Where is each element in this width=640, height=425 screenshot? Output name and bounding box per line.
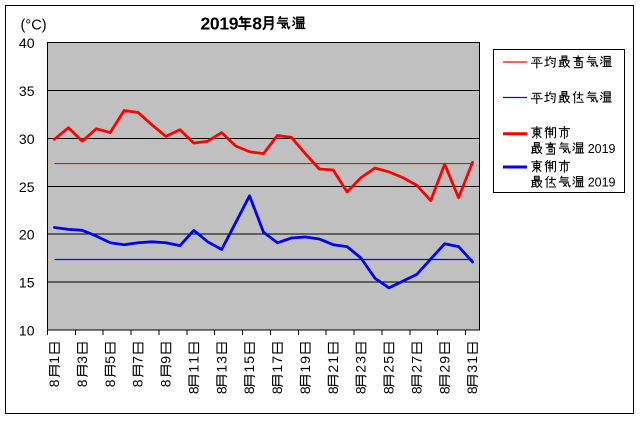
svg-text:8: 8 [102,379,118,387]
svg-text:15: 15 [19,275,35,291]
svg-text:3: 3 [464,365,480,373]
svg-text:9: 9 [158,356,174,364]
svg-text:8: 8 [464,386,480,394]
svg-text:2: 2 [353,365,369,373]
svg-text:8: 8 [252,14,262,34]
svg-text:1: 1 [269,365,285,373]
svg-text:8: 8 [213,386,229,394]
svg-text:2019: 2019 [201,14,239,34]
svg-text:2019: 2019 [588,142,616,156]
svg-text:8: 8 [353,386,369,394]
svg-text:5: 5 [381,356,397,364]
svg-text:8: 8 [297,386,313,394]
svg-text:3: 3 [353,356,369,364]
svg-text:1: 1 [297,365,313,373]
svg-text:8: 8 [408,386,424,394]
svg-text:30: 30 [19,131,35,147]
svg-text:9: 9 [436,356,452,364]
svg-text:40: 40 [19,35,35,51]
svg-text:5: 5 [241,356,257,364]
svg-text:2: 2 [408,365,424,373]
svg-text:1: 1 [213,365,229,373]
svg-text:2019: 2019 [588,176,616,190]
svg-text:3: 3 [74,356,90,364]
svg-text:8: 8 [381,386,397,394]
svg-text:7: 7 [130,356,146,364]
svg-text:3: 3 [213,356,229,364]
svg-text:(°C): (°C) [21,17,47,33]
svg-text:1: 1 [241,365,257,373]
svg-text:25: 25 [19,179,35,195]
svg-text:8: 8 [74,379,90,387]
svg-text:2: 2 [381,365,397,373]
svg-text:8: 8 [325,386,341,394]
svg-text:8: 8 [130,379,146,387]
svg-text:8: 8 [269,386,285,394]
svg-text:8: 8 [185,386,201,394]
svg-text:2: 2 [325,365,341,373]
svg-text:5: 5 [102,356,118,364]
svg-text:1: 1 [464,356,480,364]
svg-text:9: 9 [297,356,313,364]
svg-text:1: 1 [185,356,201,364]
svg-text:7: 7 [408,356,424,364]
svg-text:10: 10 [19,323,35,339]
svg-text:8: 8 [241,386,257,394]
svg-text:1: 1 [325,356,341,364]
svg-text:8: 8 [436,386,452,394]
svg-text:35: 35 [19,83,35,99]
svg-text:8: 8 [158,379,174,387]
svg-text:1: 1 [185,365,201,373]
svg-text:2: 2 [436,365,452,373]
svg-text:1: 1 [46,356,62,364]
svg-text:20: 20 [19,227,35,243]
svg-text:7: 7 [269,356,285,364]
svg-text:8: 8 [46,379,62,387]
